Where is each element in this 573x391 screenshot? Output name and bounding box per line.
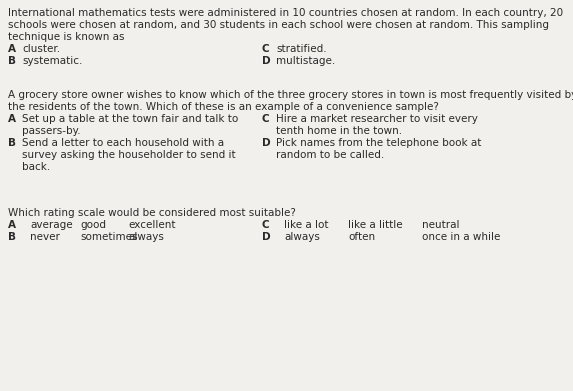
Text: D: D [262,232,270,242]
Text: multistage.: multistage. [276,56,335,66]
Text: average: average [30,220,73,230]
Text: neutral: neutral [422,220,460,230]
Text: C: C [262,44,270,54]
Text: A grocery store owner wishes to know which of the three grocery stores in town i: A grocery store owner wishes to know whi… [8,90,573,100]
Text: like a little: like a little [348,220,403,230]
Text: often: often [348,232,375,242]
Text: C: C [262,114,270,124]
Text: Which rating scale would be considered most suitable?: Which rating scale would be considered m… [8,208,296,218]
Text: good: good [80,220,106,230]
Text: Send a letter to each household with a: Send a letter to each household with a [22,138,224,148]
Text: once in a while: once in a while [422,232,500,242]
Text: random to be called.: random to be called. [276,150,384,160]
Text: excellent: excellent [128,220,175,230]
Text: back.: back. [22,162,50,172]
Text: stratified.: stratified. [276,44,327,54]
Text: B: B [8,138,16,148]
Text: A: A [8,114,16,124]
Text: systematic.: systematic. [22,56,83,66]
Text: like a lot: like a lot [284,220,328,230]
Text: always: always [128,232,164,242]
Text: Set up a table at the town fair and talk to: Set up a table at the town fair and talk… [22,114,238,124]
Text: A: A [8,44,16,54]
Text: International mathematics tests were administered in 10 countries chosen at rand: International mathematics tests were adm… [8,8,563,18]
Text: survey asking the householder to send it: survey asking the householder to send it [22,150,236,160]
Text: D: D [262,138,270,148]
Text: technique is known as: technique is known as [8,32,124,42]
Text: Pick names from the telephone book at: Pick names from the telephone book at [276,138,481,148]
Text: B: B [8,232,16,242]
Text: passers-by.: passers-by. [22,126,81,136]
Text: schools were chosen at random, and 30 students in each school were chosen at ran: schools were chosen at random, and 30 st… [8,20,549,30]
Text: C: C [262,220,270,230]
Text: tenth home in the town.: tenth home in the town. [276,126,402,136]
Text: never: never [30,232,60,242]
Text: sometimes: sometimes [80,232,138,242]
Text: always: always [284,232,320,242]
Text: D: D [262,56,270,66]
Text: the residents of the town. Which of these is an example of a convenience sample?: the residents of the town. Which of thes… [8,102,439,112]
Text: Hire a market researcher to visit every: Hire a market researcher to visit every [276,114,478,124]
Text: A: A [8,220,16,230]
Text: cluster.: cluster. [22,44,60,54]
Text: B: B [8,56,16,66]
